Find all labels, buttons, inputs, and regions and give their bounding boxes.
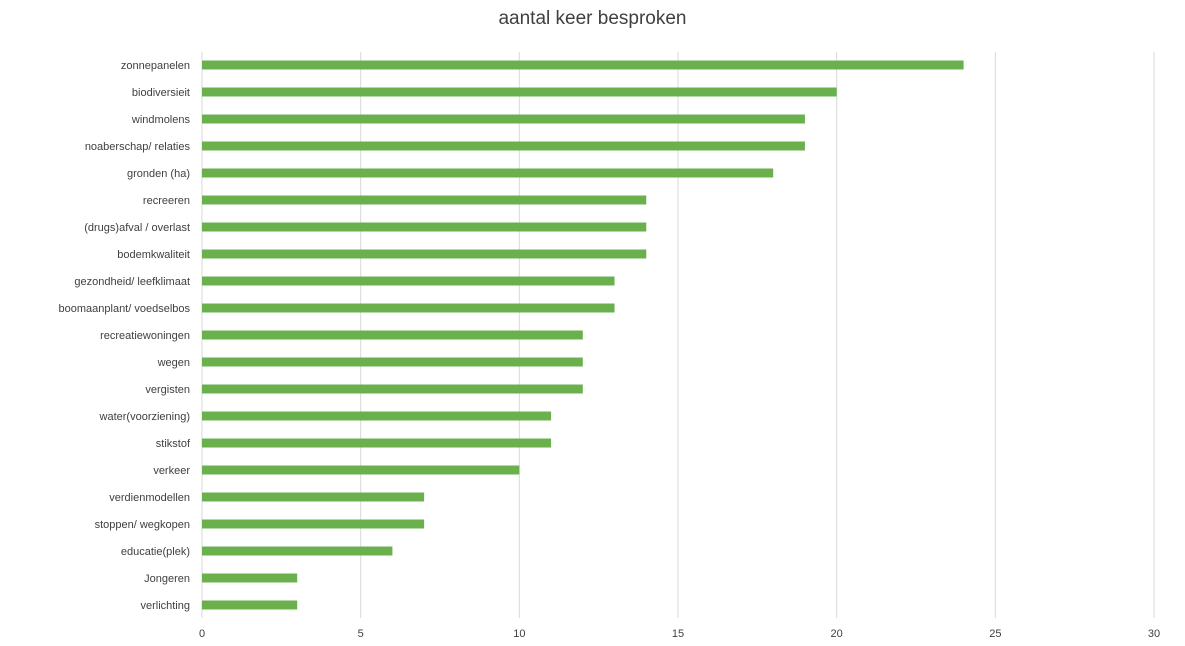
category-label: vergisten <box>145 384 190 396</box>
category-labels: zonnepanelen biodiversieit windmolens noabe… <box>59 60 191 612</box>
category-label: recreeren <box>143 195 190 207</box>
category-label: boomaanplant/ voedselbos <box>59 303 191 315</box>
category-label: verkeer <box>153 465 190 477</box>
category-label: educatie(plek) <box>121 546 190 558</box>
bar <box>202 249 647 259</box>
bar <box>202 60 964 70</box>
bar <box>202 141 805 151</box>
bar <box>202 573 298 583</box>
category-label: windmolens <box>131 114 191 126</box>
category-label: Jongeren <box>144 573 190 585</box>
x-tick-label: 30 <box>1148 628 1160 640</box>
x-tick-label: 10 <box>513 628 525 640</box>
bar <box>202 195 647 205</box>
x-axis-tick-labels: 0 5 10 15 20 25 30 <box>199 628 1160 640</box>
category-label: biodiversieit <box>132 87 190 99</box>
category-label: verlichting <box>140 600 190 612</box>
x-tick-label: 15 <box>672 628 684 640</box>
category-label: gezondheid/ leefklimaat <box>74 276 190 288</box>
bar <box>202 87 837 97</box>
category-label: verdienmodellen <box>109 492 190 504</box>
bar <box>202 222 647 232</box>
bar <box>202 438 552 448</box>
category-label: noaberschap/ relaties <box>85 141 191 153</box>
bar <box>202 384 583 394</box>
bar <box>202 303 615 313</box>
bar <box>202 330 583 340</box>
bar <box>202 600 298 610</box>
category-label: gronden (ha) <box>127 168 190 180</box>
bar <box>202 492 425 502</box>
bar <box>202 465 520 475</box>
category-label: zonnepanelen <box>121 60 190 72</box>
bar <box>202 357 583 367</box>
x-tick-label: 25 <box>989 628 1001 640</box>
bar <box>202 411 552 421</box>
bars <box>202 60 964 610</box>
bar <box>202 519 425 529</box>
category-label: stikstof <box>156 438 191 450</box>
x-tick-label: 5 <box>358 628 364 640</box>
bar <box>202 114 805 124</box>
bar <box>202 276 615 286</box>
chart-title: aantal keer besproken <box>498 8 687 29</box>
category-label: stoppen/ wegkopen <box>95 519 190 531</box>
x-tick-label: 0 <box>199 628 205 640</box>
category-label: bodemkwaliteit <box>117 249 190 261</box>
bar <box>202 168 774 178</box>
category-label: (drugs)afval / overlast <box>84 222 190 234</box>
category-label: water(voorziening) <box>99 411 190 423</box>
x-tick-label: 20 <box>831 628 843 640</box>
category-label: wegen <box>157 357 190 369</box>
category-label: recreatiewoningen <box>100 330 190 342</box>
bar <box>202 546 393 556</box>
